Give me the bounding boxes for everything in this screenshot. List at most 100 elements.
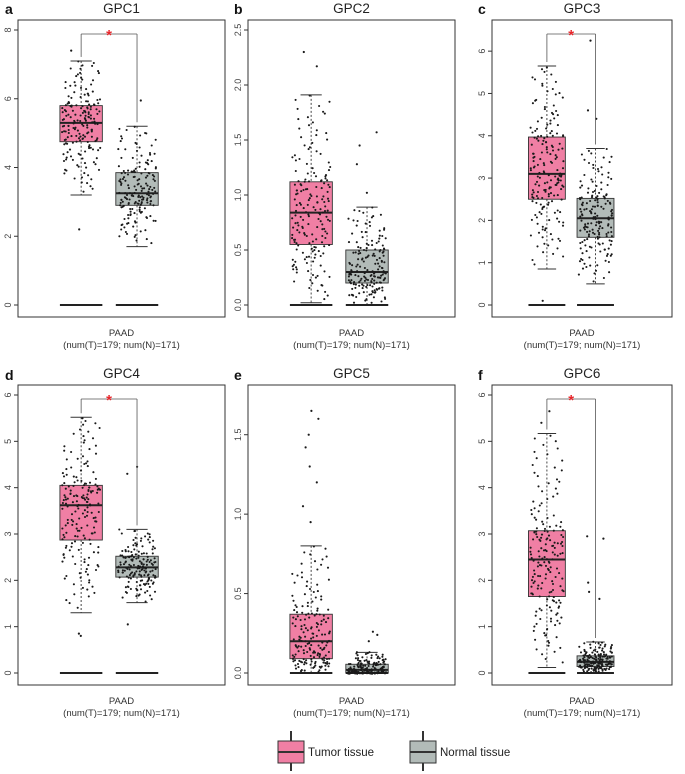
data-point xyxy=(144,161,147,164)
data-point xyxy=(591,656,594,660)
data-point xyxy=(531,258,534,262)
data-point xyxy=(89,108,92,111)
data-point xyxy=(551,134,554,137)
data-point xyxy=(547,560,550,563)
data-point xyxy=(549,119,552,122)
data-point xyxy=(310,644,313,647)
data-point xyxy=(550,200,554,203)
data-point xyxy=(154,574,157,578)
data-point xyxy=(311,141,314,144)
data-point xyxy=(319,254,322,258)
data-point xyxy=(543,527,547,530)
data-point xyxy=(291,265,294,268)
data-point xyxy=(61,107,64,110)
y-tick-label: 5 xyxy=(477,439,487,444)
data-point xyxy=(63,172,66,175)
data-point xyxy=(148,541,151,544)
data-point xyxy=(143,569,146,572)
data-point xyxy=(350,279,353,282)
data-point xyxy=(127,576,130,579)
data-point xyxy=(352,667,356,670)
points xyxy=(117,465,157,626)
outlier-point xyxy=(589,39,592,42)
data-point xyxy=(598,665,601,668)
data-point xyxy=(543,632,546,635)
panel-letter: b xyxy=(234,1,243,17)
data-point xyxy=(90,135,93,138)
data-point xyxy=(383,271,386,274)
data-point xyxy=(538,564,542,567)
data-point xyxy=(315,129,318,132)
data-point xyxy=(356,263,359,266)
data-point xyxy=(610,655,613,658)
data-point xyxy=(127,580,130,583)
data-point xyxy=(85,88,88,91)
data-point xyxy=(301,611,304,614)
data-point xyxy=(323,182,326,185)
data-point xyxy=(556,247,559,250)
data-point xyxy=(327,617,330,620)
data-point xyxy=(588,230,591,233)
data-point xyxy=(581,240,584,244)
data-point xyxy=(81,455,85,458)
data-point xyxy=(533,78,537,81)
data-point xyxy=(531,76,534,79)
data-point xyxy=(64,138,67,141)
data-point xyxy=(312,636,315,639)
data-point xyxy=(358,284,361,287)
plot-frame xyxy=(491,384,673,686)
data-point xyxy=(309,193,312,196)
data-point xyxy=(296,615,299,618)
data-point xyxy=(610,214,613,217)
data-point xyxy=(549,617,553,620)
data-point xyxy=(589,655,592,658)
data-point xyxy=(373,282,376,285)
data-point xyxy=(83,162,87,165)
data-point xyxy=(537,135,540,138)
data-point xyxy=(117,565,120,568)
data-point xyxy=(144,176,148,179)
data-point xyxy=(327,608,330,611)
data-point xyxy=(296,107,299,110)
data-point xyxy=(316,590,319,593)
data-point xyxy=(533,471,536,474)
data-point xyxy=(379,213,382,216)
data-point xyxy=(365,285,368,288)
data-point xyxy=(64,168,67,171)
data-point xyxy=(383,660,386,663)
data-point xyxy=(579,241,582,245)
data-point xyxy=(382,270,385,273)
data-point xyxy=(355,265,358,268)
data-point xyxy=(309,553,312,556)
data-point xyxy=(305,585,308,588)
data-point xyxy=(379,248,382,252)
data-point xyxy=(601,173,604,176)
data-point xyxy=(150,562,153,565)
data-point xyxy=(146,589,149,593)
y-tick-label: 4 xyxy=(3,165,13,170)
data-point xyxy=(362,260,365,263)
data-point xyxy=(536,190,540,194)
data-point xyxy=(310,660,313,663)
data-point xyxy=(560,616,563,619)
data-point xyxy=(605,147,608,151)
outlier-point xyxy=(307,433,310,436)
data-point xyxy=(534,183,537,186)
data-point xyxy=(378,281,382,284)
data-point xyxy=(73,81,76,84)
data-point xyxy=(328,657,331,660)
data-point xyxy=(69,84,72,87)
data-point xyxy=(74,510,77,513)
data-point xyxy=(89,490,93,493)
data-point xyxy=(550,73,553,76)
data-point xyxy=(608,161,611,164)
data-point xyxy=(128,568,131,571)
data-point xyxy=(365,298,368,301)
data-point xyxy=(61,538,64,541)
data-point xyxy=(541,557,544,560)
data-point xyxy=(72,126,75,130)
data-point xyxy=(129,564,132,568)
data-point xyxy=(72,520,75,523)
data-point xyxy=(610,646,613,649)
data-point xyxy=(135,587,138,590)
